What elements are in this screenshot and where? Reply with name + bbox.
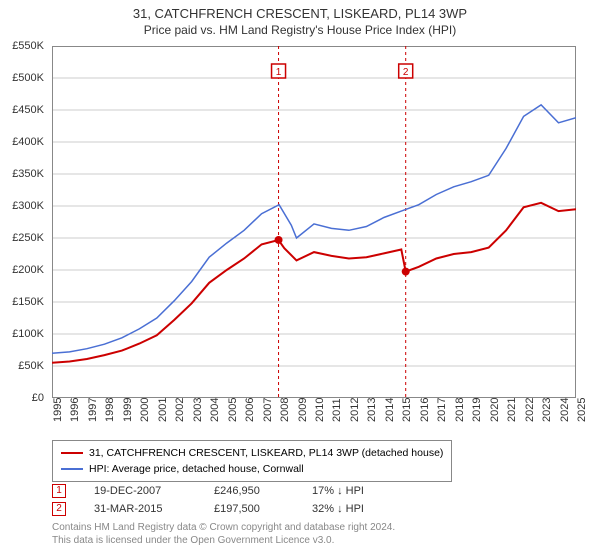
- y-tick-label: £0: [32, 392, 44, 404]
- legend: 31, CATCHFRENCH CRESCENT, LISKEARD, PL14…: [52, 440, 452, 482]
- y-tick-label: £300K: [12, 200, 44, 212]
- x-tick-label: 2017: [436, 398, 448, 422]
- x-tick-label: 2008: [279, 398, 291, 422]
- x-tick-label: 2022: [524, 398, 536, 422]
- sale-marker-box: 1: [52, 484, 66, 498]
- x-tick-label: 2010: [314, 398, 326, 422]
- sale-delta: 17% ↓ HPI: [312, 485, 392, 497]
- x-tick-label: 2019: [471, 398, 483, 422]
- x-tick-label: 2004: [209, 398, 221, 422]
- legend-item: HPI: Average price, detached house, Corn…: [61, 461, 443, 477]
- x-tick-label: 2003: [192, 398, 204, 422]
- y-tick-label: £400K: [12, 136, 44, 148]
- footer-line-2: This data is licensed under the Open Gov…: [52, 535, 395, 548]
- sale-date: 31-MAR-2015: [94, 503, 186, 515]
- legend-swatch: [61, 452, 83, 454]
- x-tick-label: 2011: [331, 398, 343, 422]
- x-tick-label: 2013: [366, 398, 378, 422]
- chart-plot-area: 12: [52, 46, 576, 398]
- y-tick-label: £100K: [12, 328, 44, 340]
- footer-attribution: Contains HM Land Registry data © Crown c…: [52, 522, 395, 547]
- x-tick-label: 2006: [244, 398, 256, 422]
- y-tick-label: £150K: [12, 296, 44, 308]
- sale-delta: 32% ↓ HPI: [312, 503, 392, 515]
- y-tick-label: £450K: [12, 104, 44, 116]
- x-tick-label: 1996: [69, 398, 81, 422]
- y-tick-label: £550K: [12, 40, 44, 52]
- x-tick-label: 2002: [174, 398, 186, 422]
- x-tick-label: 2012: [349, 398, 361, 422]
- legend-swatch: [61, 468, 83, 470]
- x-tick-label: 1998: [104, 398, 116, 422]
- y-tick-label: £50K: [18, 360, 44, 372]
- chart-title-subtitle: Price paid vs. HM Land Registry's House …: [0, 23, 600, 37]
- x-tick-label: 2009: [297, 398, 309, 422]
- legend-item: 31, CATCHFRENCH CRESCENT, LISKEARD, PL14…: [61, 445, 443, 461]
- sale-price: £246,950: [214, 485, 284, 497]
- legend-label: 31, CATCHFRENCH CRESCENT, LISKEARD, PL14…: [89, 447, 443, 459]
- y-tick-label: £350K: [12, 168, 44, 180]
- sale-marker-box: 2: [52, 502, 66, 516]
- x-tick-label: 2025: [576, 398, 588, 422]
- y-tick-label: £200K: [12, 264, 44, 276]
- page-root: 31, CATCHFRENCH CRESCENT, LISKEARD, PL14…: [0, 0, 600, 560]
- x-tick-label: 2015: [401, 398, 413, 422]
- x-tick-label: 2007: [262, 398, 274, 422]
- y-tick-label: £500K: [12, 72, 44, 84]
- svg-text:1: 1: [276, 67, 282, 78]
- x-tick-label: 2000: [139, 398, 151, 422]
- legend-label: HPI: Average price, detached house, Corn…: [89, 463, 304, 475]
- x-tick-label: 2023: [541, 398, 553, 422]
- x-tick-label: 2016: [419, 398, 431, 422]
- x-tick-label: 1997: [87, 398, 99, 422]
- sale-row: 1 19-DEC-2007 £246,950 17% ↓ HPI: [52, 482, 392, 500]
- chart-title-block: 31, CATCHFRENCH CRESCENT, LISKEARD, PL14…: [0, 0, 600, 37]
- chart-svg: 12: [52, 46, 576, 398]
- sale-date: 19-DEC-2007: [94, 485, 186, 497]
- x-tick-label: 2020: [489, 398, 501, 422]
- x-tick-label: 2018: [454, 398, 466, 422]
- footer-line-1: Contains HM Land Registry data © Crown c…: [52, 522, 395, 535]
- y-axis: £0£50K£100K£150K£200K£250K£300K£350K£400…: [0, 46, 48, 398]
- x-tick-label: 2014: [384, 398, 396, 422]
- sale-price: £197,500: [214, 503, 284, 515]
- y-tick-label: £250K: [12, 232, 44, 244]
- x-tick-label: 1999: [122, 398, 134, 422]
- chart-title-address: 31, CATCHFRENCH CRESCENT, LISKEARD, PL14…: [0, 6, 600, 21]
- x-tick-label: 1995: [52, 398, 64, 422]
- svg-text:2: 2: [403, 67, 409, 78]
- x-tick-label: 2021: [506, 398, 518, 422]
- sales-table: 1 19-DEC-2007 £246,950 17% ↓ HPI 2 31-MAR-201…: [52, 482, 392, 518]
- x-tick-label: 2005: [227, 398, 239, 422]
- sale-row: 2 31-MAR-2015 £197,500 32% ↓ HPI: [52, 500, 392, 518]
- x-tick-label: 2001: [157, 398, 169, 422]
- x-tick-label: 2024: [559, 398, 571, 422]
